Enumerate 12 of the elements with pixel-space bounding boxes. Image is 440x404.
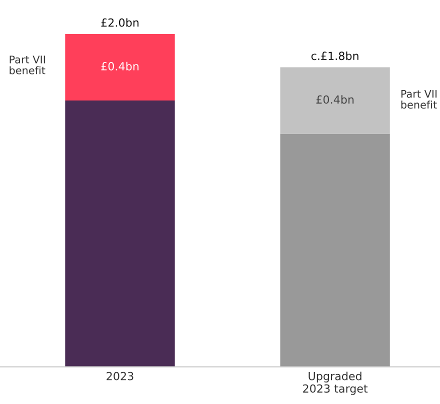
data-label: £0.4bn <box>101 62 138 70</box>
bar <box>65 100 175 367</box>
total-label: £2.0bn <box>101 18 138 27</box>
annotation: Part VII benefit <box>10 56 46 74</box>
total-label: c.£1.8bn <box>311 51 358 60</box>
x-tick-label: 2023 <box>106 372 134 380</box>
bar <box>280 134 390 367</box>
bar <box>280 67 390 134</box>
bar <box>65 34 175 101</box>
data-label: £0.4bn <box>316 95 354 104</box>
annotation: Part VII benefit <box>401 90 437 109</box>
x-tick-label: Upgraded 2023 target <box>303 372 368 395</box>
